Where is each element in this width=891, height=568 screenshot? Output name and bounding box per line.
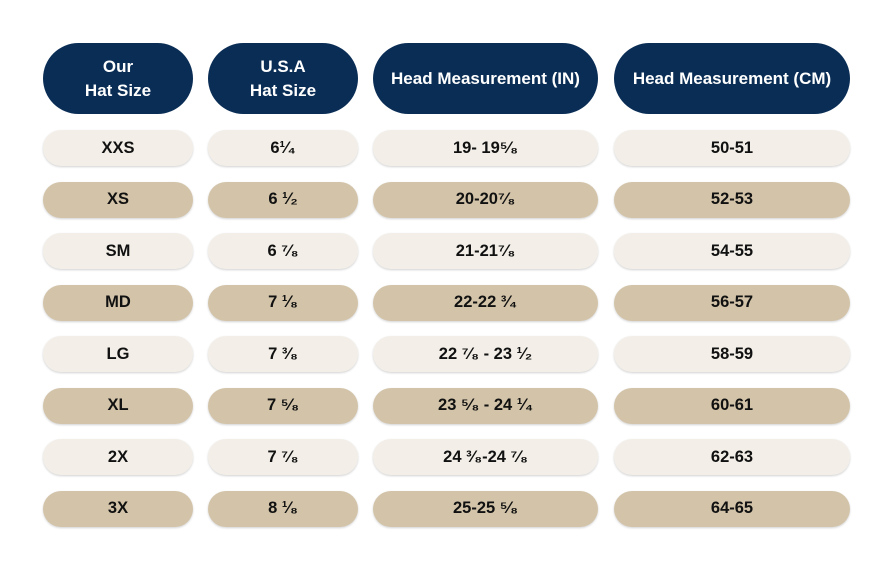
cell-text: XS [106, 190, 129, 208]
cell-text: 6 ¹⁄₂ [268, 190, 298, 208]
table-cell: 7 ¹⁄₈ [208, 284, 358, 321]
cell-text: 6 ⁷⁄₈ [267, 241, 299, 260]
table-cell: 3X [43, 490, 193, 527]
cell-text: 6¹⁄₄ [270, 138, 296, 157]
cell-text: 62-63 [710, 447, 754, 466]
table-cell: 20-20⁷⁄₈ [373, 181, 598, 218]
cell-text: 58-59 [710, 344, 754, 363]
table-cell: XS [43, 181, 193, 218]
table-cell: 52-53 [614, 181, 850, 218]
table-cell: 25-25 ⁵⁄₈ [373, 490, 598, 527]
table-cell: LG [43, 336, 193, 372]
cell-text: MD [105, 293, 131, 311]
cell-text: 24 ³⁄₈-24 ⁷⁄₈ [443, 447, 528, 466]
cell-text: 7 ³⁄₈ [268, 344, 298, 363]
cell-text: 7 ⁷⁄₈ [267, 447, 299, 466]
table-cell: 22 ⁷⁄₈ - 23 ¹⁄₂ [373, 336, 598, 372]
table-cell: 2X [43, 439, 193, 475]
cell-text: 25-25 ⁵⁄₈ [452, 499, 519, 517]
header-cell: Head Measurement (IN) [373, 43, 598, 114]
header-text: Head Measurement (CM) [632, 68, 832, 88]
table-cell: 8 ¹⁄₈ [208, 490, 358, 527]
cell-text: 20-20⁷⁄₈ [455, 190, 516, 208]
table-cell: 54-55 [614, 233, 850, 269]
header-text: Our [102, 56, 134, 76]
header-text: U.S.A [260, 56, 306, 76]
cell-text: LG [106, 344, 130, 363]
cell-text: XL [107, 396, 129, 414]
table-cell: 19- 19⁵⁄₈ [373, 130, 598, 166]
cell-text: 64-65 [710, 499, 754, 517]
cell-text: 52-53 [710, 190, 754, 208]
cell-text: 3X [107, 499, 129, 517]
table-cell: 62-63 [614, 439, 850, 475]
table-cell: 22-22 ³⁄₄ [373, 284, 598, 321]
cell-text: 54-55 [710, 241, 754, 260]
table-cell: 6¹⁄₄ [208, 130, 358, 166]
table-cell: 21-21⁷⁄₈ [373, 233, 598, 269]
table-cell: SM [43, 233, 193, 269]
table-cell: XL [43, 387, 193, 424]
cell-text: 7 ⁵⁄₈ [267, 396, 299, 414]
header-cell: Head Measurement (CM) [614, 43, 850, 114]
cell-text: 2X [107, 447, 129, 466]
table-cell: 6 ¹⁄₂ [208, 181, 358, 218]
cell-text: 50-51 [710, 138, 754, 157]
cell-text: 60-61 [710, 396, 754, 414]
header-cell: Our Hat Size [43, 43, 193, 114]
table-cell: MD [43, 284, 193, 321]
header-text: Hat Size [249, 80, 317, 100]
table-cell: 64-65 [614, 490, 850, 527]
cell-text: 21-21⁷⁄₈ [455, 241, 516, 260]
table-cell: 60-61 [614, 387, 850, 424]
table-cell: XXS [43, 130, 193, 166]
table-cell: 23 ⁵⁄₈ - 24 ¹⁄₄ [373, 387, 598, 424]
table-cell: 7 ⁷⁄₈ [208, 439, 358, 475]
cell-text: 23 ⁵⁄₈ - 24 ¹⁄₄ [438, 396, 533, 414]
header-cell: U.S.A Hat Size [208, 43, 358, 114]
header-text: Head Measurement (IN) [391, 68, 580, 88]
table-cell: 7 ³⁄₈ [208, 336, 358, 372]
cell-text: 22-22 ³⁄₄ [454, 293, 517, 311]
cell-text: 19- 19⁵⁄₈ [452, 138, 519, 157]
cell-text: 22 ⁷⁄₈ - 23 ¹⁄₂ [438, 344, 533, 363]
cell-text: 7 ¹⁄₈ [268, 293, 298, 311]
cell-text: XXS [101, 138, 135, 157]
cell-text: SM [105, 241, 131, 260]
cell-text: 56-57 [710, 293, 754, 311]
table-cell: 24 ³⁄₈-24 ⁷⁄₈ [373, 439, 598, 475]
cell-text: 8 ¹⁄₈ [268, 499, 298, 517]
table-cell: 7 ⁵⁄₈ [208, 387, 358, 424]
table-cell: 6 ⁷⁄₈ [208, 233, 358, 269]
table-cell: 50-51 [614, 130, 850, 166]
table-cell: 56-57 [614, 284, 850, 321]
table-cell: 58-59 [614, 336, 850, 372]
header-text: Hat Size [84, 80, 152, 100]
